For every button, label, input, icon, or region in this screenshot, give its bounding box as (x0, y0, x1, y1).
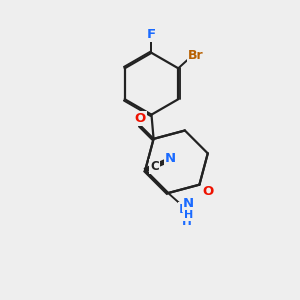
Text: N: N (179, 203, 190, 216)
Text: O: O (202, 185, 213, 198)
Text: N: N (183, 197, 194, 211)
Text: H: H (182, 214, 192, 227)
Text: H: H (184, 210, 194, 220)
Text: C: C (150, 160, 159, 173)
Text: O: O (134, 112, 146, 125)
Text: N: N (165, 152, 176, 166)
Text: F: F (147, 28, 156, 41)
Text: Br: Br (188, 49, 204, 62)
